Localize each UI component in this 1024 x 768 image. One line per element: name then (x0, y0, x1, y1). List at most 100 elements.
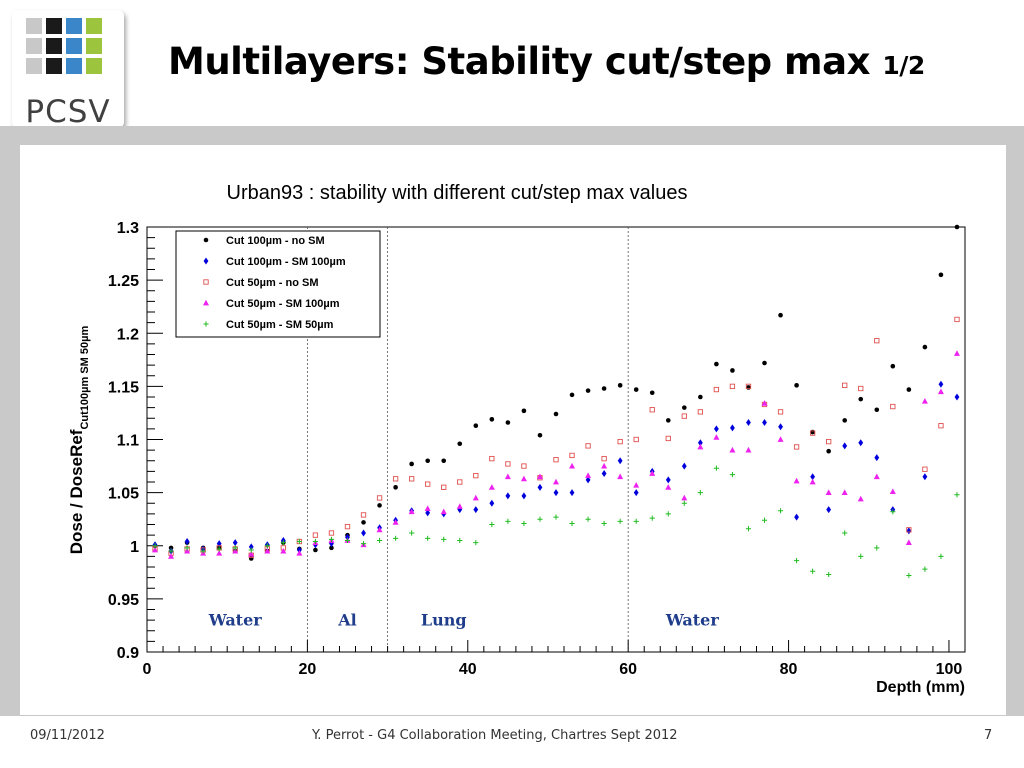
data-point (617, 438, 623, 445)
data-point (569, 452, 575, 459)
data-point (777, 436, 784, 442)
data-point (457, 479, 463, 485)
data-point (216, 549, 223, 556)
x-tick-label: 60 (619, 661, 637, 678)
data-point (937, 388, 944, 395)
data-point (745, 526, 752, 532)
data-point (472, 494, 479, 501)
logo-tile (46, 18, 62, 34)
footer-center-text: Y. Perrot - G4 Collaboration Meeting, Ch… (312, 728, 678, 743)
data-point (793, 444, 800, 450)
data-point (842, 442, 848, 450)
region-label: Water (665, 610, 720, 629)
data-point (826, 448, 831, 454)
legend-label: Cut 50µm - SM 50µm (226, 319, 334, 331)
data-point (793, 477, 800, 484)
data-point (553, 457, 559, 463)
data-point (521, 408, 527, 414)
data-point (729, 383, 736, 390)
chart-panel: Urban93 : stability with different cut/s… (20, 145, 1006, 715)
data-point (633, 387, 639, 392)
data-point (762, 419, 767, 426)
data-point (328, 530, 335, 536)
data-point (216, 546, 222, 552)
legend-label: Cut 100µm - no SM (226, 235, 325, 247)
data-point (617, 457, 623, 465)
data-point (392, 476, 399, 482)
data-point (842, 382, 848, 388)
region-label: Water (208, 610, 263, 629)
data-point (825, 489, 832, 496)
data-point (874, 454, 880, 462)
data-point (248, 543, 254, 551)
data-point (714, 361, 719, 367)
data-point (488, 484, 495, 490)
data-point (826, 506, 832, 514)
y-tick-label: 1.3 (117, 220, 139, 237)
data-point (409, 530, 415, 536)
data-point (745, 446, 752, 453)
data-point (746, 419, 751, 426)
data-point (665, 476, 671, 484)
logo-tile (86, 18, 102, 34)
data-point (569, 462, 576, 469)
data-point (152, 546, 159, 553)
data-point (232, 539, 238, 547)
data-point (425, 458, 430, 464)
data-point (312, 538, 319, 545)
data-point (536, 473, 543, 480)
data-point (777, 409, 784, 415)
data-point (810, 473, 816, 481)
data-point (938, 272, 944, 278)
data-point (922, 344, 928, 350)
data-point (328, 536, 335, 542)
legend-marker (203, 257, 209, 265)
slide-footer: 09/11/2012 Y. Perrot - G4 Collaboration … (0, 716, 1024, 768)
x-tick-label: 40 (459, 661, 477, 678)
data-point (665, 484, 672, 490)
data-point (376, 537, 383, 544)
data-point (729, 471, 736, 478)
data-point (858, 439, 864, 447)
data-point (505, 461, 511, 467)
data-point (440, 508, 447, 515)
data-point (601, 470, 607, 477)
data-point (376, 526, 383, 533)
data-point (585, 388, 591, 393)
data-point (473, 539, 479, 546)
data-point (473, 472, 479, 479)
data-point (489, 455, 495, 462)
data-point (184, 538, 190, 545)
legend-label: Cut 50µm - no SM (226, 277, 319, 289)
data-point (649, 390, 655, 396)
data-point (585, 472, 592, 479)
data-point (745, 383, 752, 390)
data-point (938, 553, 944, 559)
y-tick-label: 1.2 (117, 326, 139, 343)
data-point (152, 543, 158, 549)
data-point (761, 400, 768, 406)
data-point (873, 473, 880, 480)
data-point (537, 516, 543, 522)
data-point (874, 407, 880, 413)
data-point (810, 568, 816, 574)
data-point (874, 338, 880, 344)
data-point (504, 473, 511, 480)
logo-tile (46, 38, 62, 54)
data-point (617, 383, 623, 388)
data-point (649, 407, 655, 413)
data-point (376, 495, 383, 501)
data-point (954, 492, 960, 498)
data-point (473, 506, 479, 514)
data-point (617, 473, 624, 480)
logo-tile (66, 58, 82, 74)
y-tick-label: 1.05 (108, 486, 139, 503)
data-point (585, 443, 591, 449)
data-point (842, 530, 848, 536)
data-point (520, 475, 527, 482)
data-point (569, 392, 575, 398)
data-point (248, 547, 254, 553)
data-point (457, 506, 463, 514)
data-point (393, 535, 399, 541)
data-point (809, 430, 816, 436)
